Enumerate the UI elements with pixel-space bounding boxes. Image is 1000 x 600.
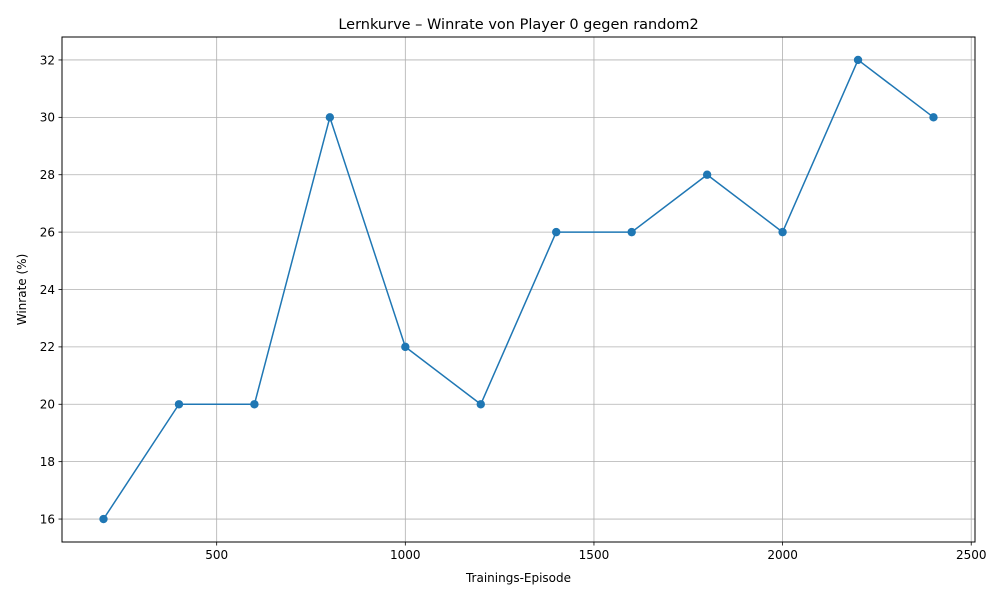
chart-title: Lernkurve – Winrate von Player 0 gegen r… (338, 17, 698, 33)
data-point (929, 113, 938, 122)
series-line (102, 59, 934, 520)
y-tick-label: 16 (40, 512, 55, 526)
data-point (99, 514, 108, 524)
y-tick-label: 24 (40, 283, 55, 297)
y-tick-label: 18 (40, 455, 55, 469)
series-group (99, 55, 938, 524)
data-point (702, 170, 712, 179)
data-point (476, 400, 485, 409)
data-point (174, 400, 184, 409)
data-point (853, 55, 863, 65)
grid-lines (62, 37, 975, 542)
data-point (627, 227, 636, 237)
data-point (552, 227, 561, 237)
x-tick-label: 1000 (390, 548, 421, 562)
x-tick-label: 1500 (579, 548, 610, 562)
y-tick-label: 32 (40, 53, 55, 67)
x-tick-label: 500 (205, 548, 228, 562)
x-tick-label: 2000 (767, 548, 798, 562)
x-tick-label: 2500 (956, 548, 987, 562)
x-axis-label: Trainings-Episode (465, 571, 571, 585)
y-tick-label: 26 (40, 225, 55, 239)
data-point (401, 342, 410, 352)
y-tick-label: 22 (40, 340, 55, 354)
y-tick-label: 20 (40, 398, 55, 412)
data-point (325, 113, 335, 122)
y-tick-label: 28 (40, 168, 55, 182)
y-axis-label: Winrate (%) (15, 254, 29, 326)
data-point (778, 227, 787, 237)
y-tick-label: 30 (40, 111, 55, 125)
data-point (250, 400, 259, 409)
axis-ticks: 500 1000 1500 2000 2500 16 18 20 22 24 26 28 30 32 (40, 53, 987, 562)
